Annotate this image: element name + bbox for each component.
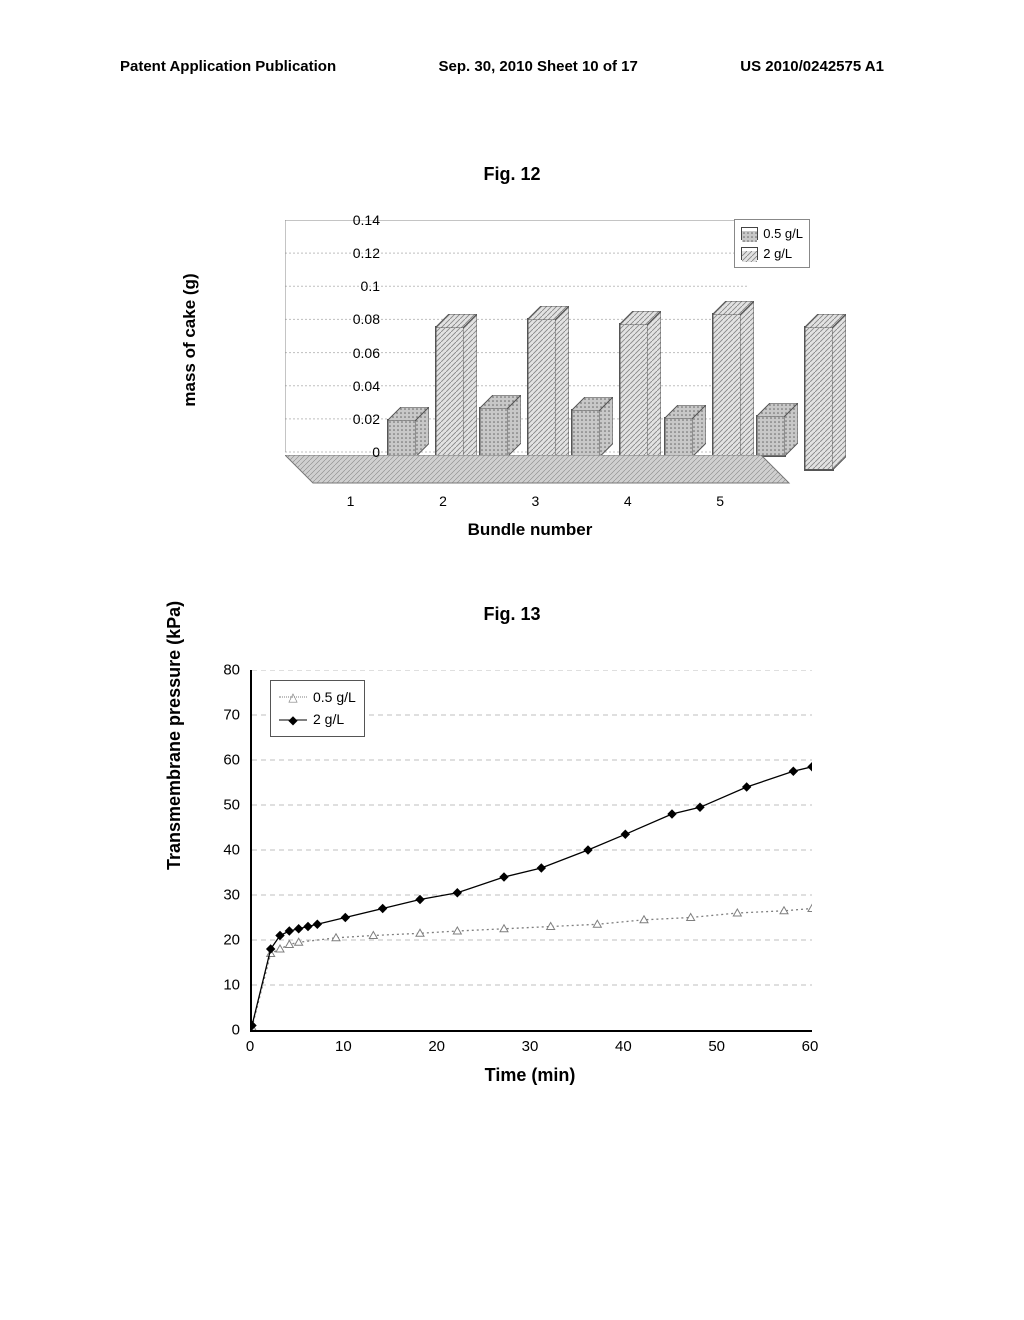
line-swatch-icon: ◆ [279,715,307,725]
bar [664,419,692,457]
fig13-legend: △ 0.5 g/L ◆ 2 g/L [270,680,365,737]
fig12-xtick: 5 [710,493,730,509]
swatch-icon [741,227,758,240]
fig12-xtick: 4 [618,493,638,509]
fig13-xtick: 40 [608,1038,638,1055]
fig12-legend: 0.5 g/L 2 g/L [734,219,810,268]
fig13-ytick: 80 [200,662,240,679]
bar [712,315,740,471]
fig12-ylabel: mass of cake (g) [180,273,200,406]
fig13-ytick: 40 [200,842,240,859]
header-center: Sep. 30, 2010 Sheet 10 of 17 [439,58,638,75]
bar [435,328,463,471]
fig13-ytick: 60 [200,752,240,769]
fig13-xtick: 60 [795,1038,825,1055]
fig13-chart: Transmembrane pressure (kPa) 01020304050… [160,660,860,1120]
header-right: US 2010/0242575 A1 [740,58,884,75]
bar [804,328,832,471]
fig13-legend-label-0: 0.5 g/L [313,686,356,708]
fig12-chart: mass of cake (g) 0 [200,215,820,565]
fig13-ylabel: Transmembrane pressure (kPa) [164,601,185,870]
fig12-ytick: 0.04 [325,378,380,394]
fig13-legend-row-0: △ 0.5 g/L [279,686,356,708]
fig12-ytick: 0.14 [325,212,380,228]
fig13-legend-label-1: 2 g/L [313,708,344,730]
fig12-ytick: 0.02 [325,411,380,427]
fig13-xtick: 50 [702,1038,732,1055]
fig13-ytick: 10 [200,977,240,994]
bar [479,409,507,457]
fig13-ytick: 30 [200,887,240,904]
fig12-floor [285,455,775,495]
fig13-xtick: 10 [328,1038,358,1055]
fig13-xtick: 20 [422,1038,452,1055]
fig13-ytick: 0 [200,1022,240,1039]
fig13-ytick: 70 [200,707,240,724]
fig13-xtick: 0 [235,1038,265,1055]
fig12-ytick: 0.08 [325,311,380,327]
bar [387,421,415,457]
fig12-legend-label-0: 0.5 g/L [763,224,803,244]
fig12-xlabel: Bundle number [285,520,775,540]
fig13-xtick: 30 [515,1038,545,1055]
bar [571,411,599,457]
fig13-title: Fig. 13 [0,600,1024,629]
fig13-legend-row-1: ◆ 2 g/L [279,708,356,730]
swatch-icon [741,247,758,260]
fig12-legend-row-1: 2 g/L [741,244,803,264]
fig13-ytick: 50 [200,797,240,814]
fig12-legend-label-1: 2 g/L [763,244,792,264]
fig12-ytick: 0.1 [325,278,380,294]
line-swatch-icon: △ [279,692,307,702]
bar [527,320,555,471]
fig12-ytick: 0 [325,444,380,460]
fig12-ytick: 0.06 [325,345,380,361]
bar [756,417,784,457]
fig12-xtick: 3 [525,493,545,509]
fig12-ytick: 0.12 [325,245,380,261]
fig12-xtick: 1 [341,493,361,509]
fig13-xlabel: Time (min) [250,1065,810,1086]
fig12-title: Fig. 12 [0,160,1024,189]
patent-page: Patent Application Publication Sep. 30, … [0,0,1024,1320]
bar [619,325,647,471]
fig12-legend-row-0: 0.5 g/L [741,224,803,244]
fig12-xtick: 2 [433,493,453,509]
fig13-ytick: 20 [200,932,240,949]
header-left: Patent Application Publication [120,58,336,75]
page-header: Patent Application Publication Sep. 30, … [0,58,1024,75]
